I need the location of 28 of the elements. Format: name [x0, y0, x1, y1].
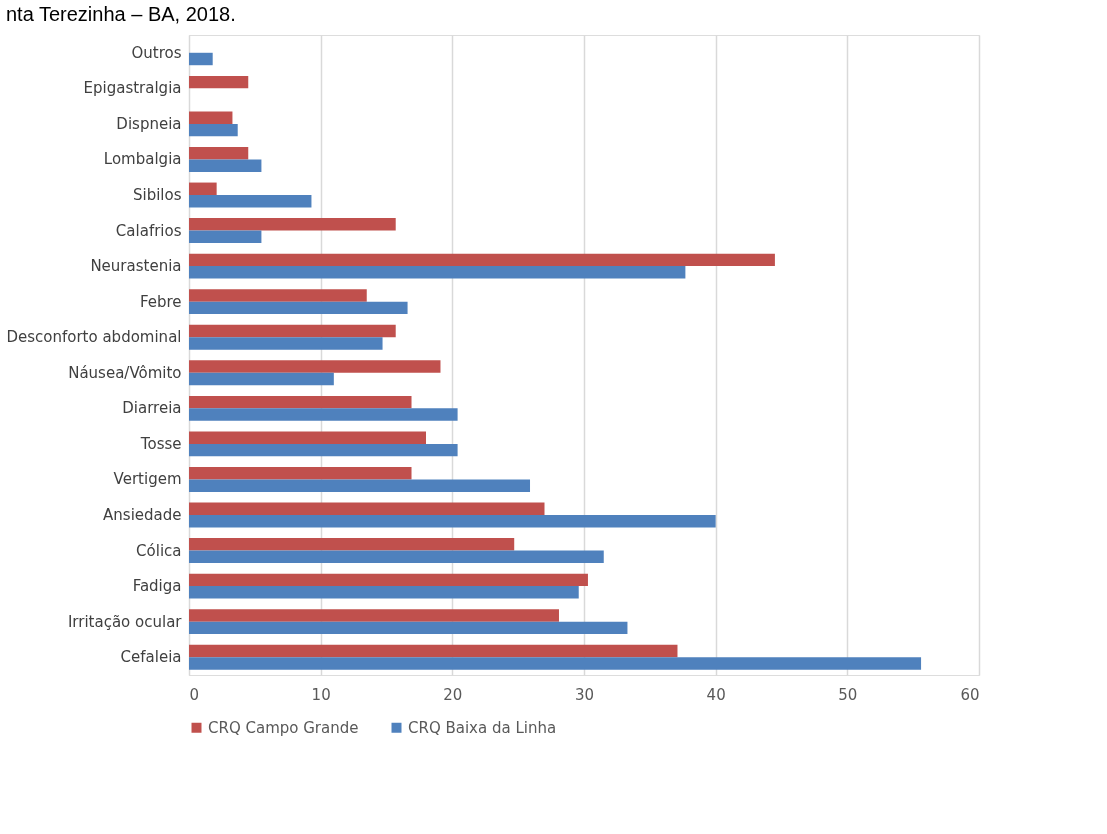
x-tick-label: 20 [443, 685, 463, 704]
x-tick-label: 50 [838, 685, 858, 704]
y-tick-label: Epigastralgia [83, 79, 182, 98]
x-tick-label: 60 [960, 685, 980, 704]
y-tick-label: Cefaleia [120, 648, 182, 667]
y-tick-label: Ansiedade [103, 506, 182, 524]
y-tick-label: Diarreia [122, 399, 182, 418]
y-tick-label: Náusea/Vômito [68, 363, 182, 382]
x-tick-label: 10 [311, 685, 331, 704]
y-tick-label: Febre [139, 292, 182, 311]
y-tick-label: Irritação ocular [67, 612, 183, 631]
y-tick-label: Sibilos [132, 186, 182, 204]
y-tick-label: Lombalgia [103, 150, 182, 169]
legend-label: CRQ Campo Grande [208, 718, 359, 737]
y-tick-label: Outros [131, 43, 182, 62]
y-tick-label: Fadiga [132, 577, 182, 596]
x-tick-label: 0 [189, 685, 200, 704]
chart-title: nta Terezinha – BA, 2018. [5, 3, 236, 25]
y-tick-label: Neurastenia [90, 257, 182, 276]
y-tick-label: Calafrios [115, 221, 182, 240]
y-tick-label: Tosse [139, 434, 182, 453]
x-tick-label: 30 [574, 685, 595, 704]
legend-label: CRQ Baixa da Linha [408, 718, 557, 737]
y-tick-label: Desconforto abdominal [6, 328, 182, 347]
y-tick-label: Dispneia [116, 114, 182, 133]
x-tick-label: 40 [706, 685, 726, 704]
y-tick-label: Vertigem [113, 470, 182, 489]
y-tick-label: Cólica [136, 541, 182, 560]
